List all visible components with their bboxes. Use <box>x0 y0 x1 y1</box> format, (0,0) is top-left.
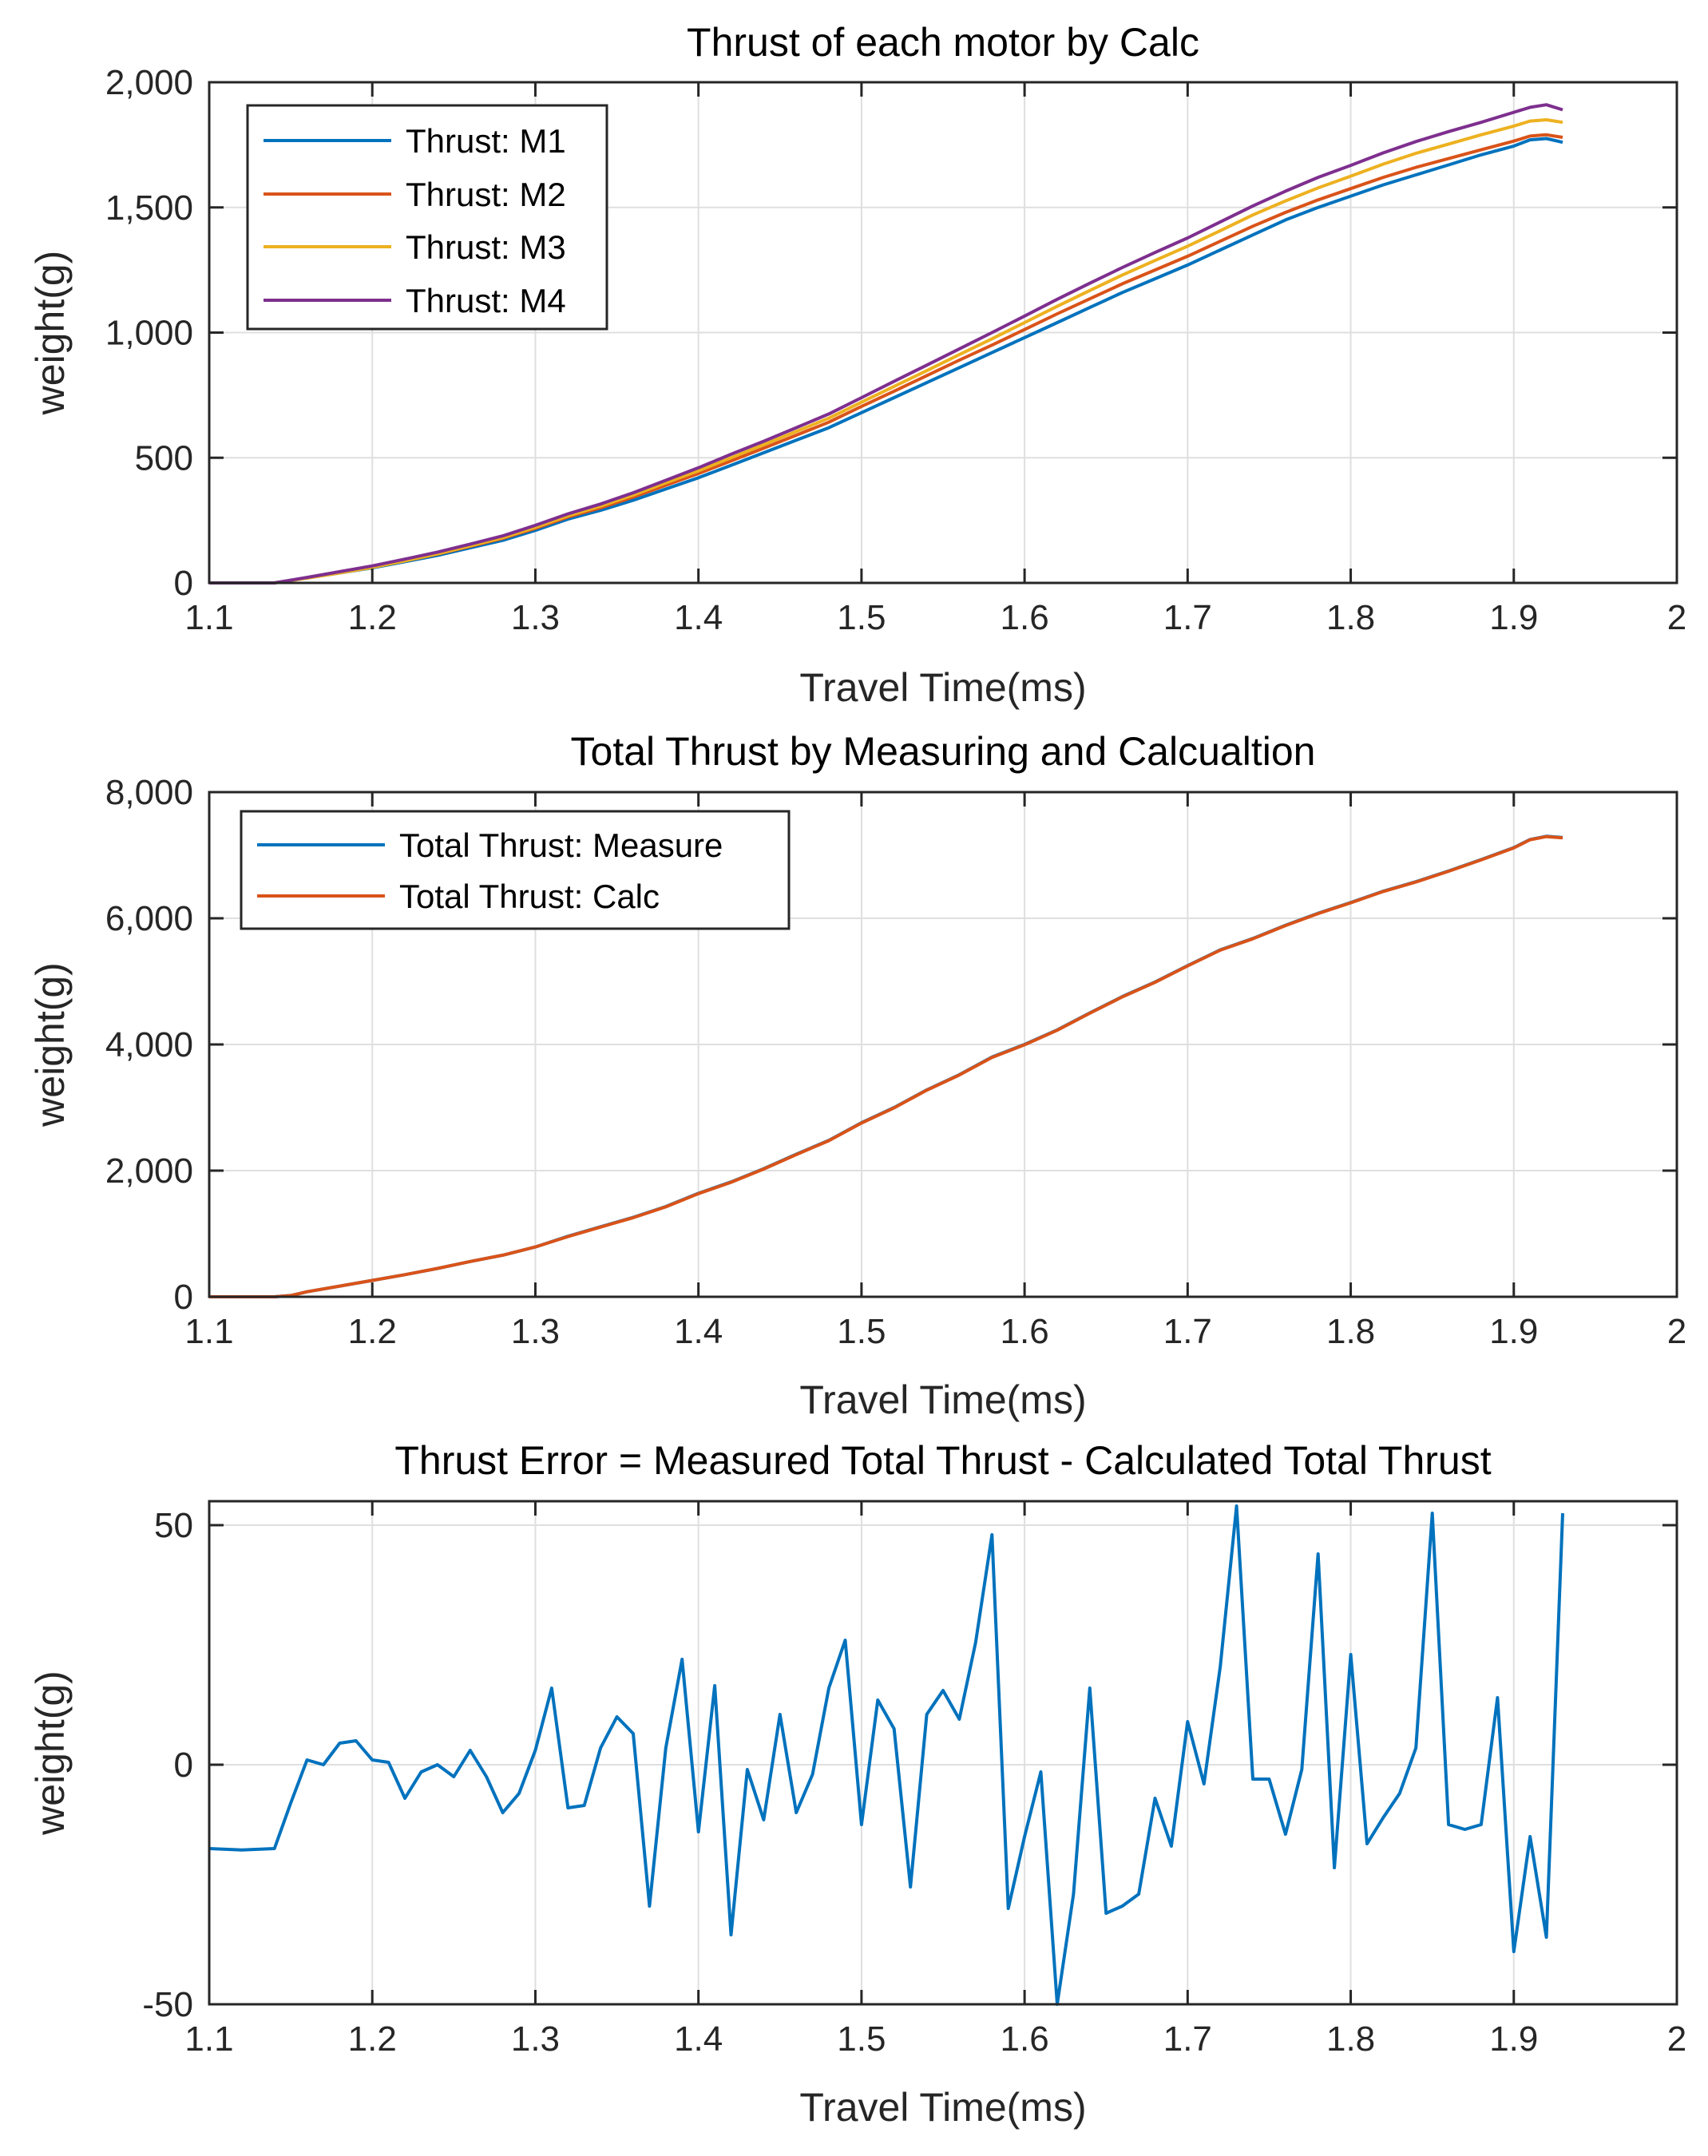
y-tick-label: 0 <box>174 1746 193 1785</box>
x-tick-label: 1.9 <box>1489 598 1538 637</box>
x-tick-label: 1.8 <box>1326 2019 1375 2059</box>
legend-box <box>240 810 791 930</box>
x-tick-label: 1.2 <box>348 1312 397 1351</box>
y-tick-label: 2,000 <box>105 1151 193 1191</box>
y-axis-label: weight(g) <box>28 962 73 1128</box>
tick-marks <box>208 1501 1678 2006</box>
x-tick-label: 1.8 <box>1326 598 1375 637</box>
x-tick-label: 1.9 <box>1489 2019 1538 2059</box>
series-group <box>209 103 1563 585</box>
y-tick-label: 500 <box>135 438 193 478</box>
legend-entry: Thrust: M1 <box>264 122 566 160</box>
y-tick-label: 0 <box>174 564 193 603</box>
x-tick-label: 1.6 <box>1001 2019 1049 2059</box>
x-tick-label: 1.5 <box>837 2019 886 2059</box>
series-line-total-thrust-calc <box>209 834 1563 1298</box>
x-tick-label: 1.9 <box>1489 1312 1538 1351</box>
chart-title: Thrust Error = Measured Total Thrust - C… <box>394 1438 1491 1483</box>
legend-label: Thrust: M1 <box>406 122 566 160</box>
series-line-thrust-error <box>208 1504 1564 2006</box>
x-tick-label: 1.2 <box>348 2019 397 2059</box>
y-tick-label: 6,000 <box>105 899 193 938</box>
tick-marks <box>208 81 1678 585</box>
legend: Thrust: M1 Thrust: M2 Thrust: M3 Thrust:… <box>246 104 608 331</box>
x-tick-label: 1.7 <box>1163 1312 1212 1351</box>
y-tick-label: 50 <box>154 1506 193 1545</box>
legend-label: Total Thrust: Calc <box>399 878 660 915</box>
legend-label: Thrust: M4 <box>406 282 566 319</box>
y-tick-label: 4,000 <box>105 1025 193 1064</box>
y-axis-label: weight(g) <box>28 1671 73 1836</box>
subplot-motor-thrust: Thrust of each motor by Calc Travel Time… <box>28 20 1686 710</box>
x-tick-label: 1.3 <box>511 598 560 637</box>
legend-box <box>246 104 608 331</box>
subplot-total-thrust: Total Thrust by Measuring and Calcualtio… <box>28 729 1686 1422</box>
y-tick-label: 1,500 <box>105 188 193 228</box>
chart-title: Total Thrust by Measuring and Calcualtio… <box>571 729 1316 774</box>
x-tick-label: 1.1 <box>184 598 233 637</box>
x-tick-label: 1.4 <box>674 2019 723 2059</box>
x-tick-label: 2 <box>1667 598 1686 637</box>
y-axis-label: weight(g) <box>28 251 73 416</box>
x-tick-label: 1.4 <box>674 1312 723 1351</box>
plot-area <box>209 1501 1677 2004</box>
y-tick-label: 2,000 <box>105 63 193 102</box>
x-tick-label: 1.5 <box>837 1312 886 1351</box>
legend: Total Thrust: Measure Total Thrust: Calc <box>240 810 791 930</box>
legend-entry: Thrust: M4 <box>264 282 566 319</box>
legend-entry: Total Thrust: Calc <box>257 878 660 915</box>
series-group <box>208 1504 1564 2006</box>
x-tick-label: 1.8 <box>1326 1312 1375 1351</box>
y-tick-label: -50 <box>142 1985 193 2024</box>
x-tick-label: 1.7 <box>1163 2019 1212 2059</box>
chart-title: Thrust of each motor by Calc <box>687 20 1199 65</box>
legend-entry: Thrust: M3 <box>264 228 566 266</box>
legend-entry: Total Thrust: Measure <box>257 826 723 864</box>
x-axis-label: Travel Time(ms) <box>799 1377 1086 1422</box>
y-tick-label: 1,000 <box>105 314 193 353</box>
legend-label: Total Thrust: Measure <box>399 826 723 864</box>
x-tick-label: 1.2 <box>348 598 397 637</box>
series-line-thrust-m4 <box>209 103 1563 585</box>
x-tick-label: 1.6 <box>1001 598 1049 637</box>
x-tick-label: 1.7 <box>1163 598 1212 637</box>
x-axis-label: Travel Time(ms) <box>799 2085 1086 2130</box>
x-tick-label: 1.1 <box>184 2019 233 2059</box>
series-line-thrust-m3 <box>209 118 1563 585</box>
x-tick-label: 2 <box>1667 1312 1686 1351</box>
subplot-thrust-error: Thrust Error = Measured Total Thrust - C… <box>28 1438 1686 2130</box>
x-tick-label: 1.1 <box>184 1312 233 1351</box>
x-tick-label: 1.3 <box>511 1312 560 1351</box>
x-tick-label: 1.3 <box>511 2019 560 2059</box>
y-tick-label: 0 <box>174 1278 193 1317</box>
x-tick-label: 1.6 <box>1001 1312 1049 1351</box>
tick-marks <box>208 791 1678 1298</box>
legend-label: Thrust: M3 <box>406 228 566 266</box>
x-axis-label: Travel Time(ms) <box>799 665 1086 710</box>
legend-entry: Thrust: M2 <box>264 176 566 213</box>
x-tick-label: 2 <box>1667 2019 1686 2059</box>
x-tick-label: 1.4 <box>674 598 723 637</box>
series-group <box>209 834 1563 1298</box>
y-tick-label: 8,000 <box>105 773 193 812</box>
legend-label: Thrust: M2 <box>406 176 566 213</box>
plot-box <box>208 1500 1678 2006</box>
x-tick-label: 1.5 <box>837 598 886 637</box>
